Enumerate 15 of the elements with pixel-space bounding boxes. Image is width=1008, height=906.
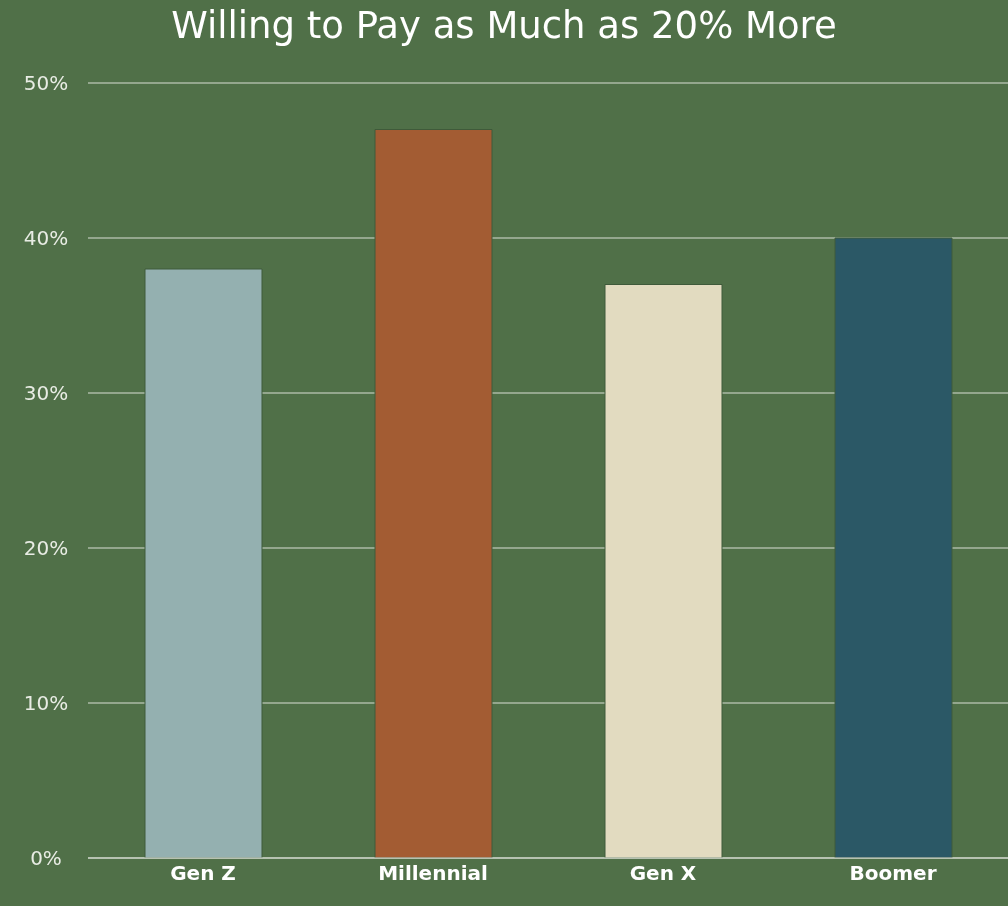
bar	[604, 284, 723, 858]
y-tick-label: 30%	[23, 381, 69, 406]
bar	[374, 129, 493, 858]
y-tick-label: 40%	[23, 226, 69, 251]
y-tick-label: 20%	[23, 536, 69, 561]
y-tick-label: 0%	[30, 846, 62, 871]
y-tick-label: 10%	[23, 691, 69, 716]
chart-title: Willing to Pay as Much as 20% More	[170, 4, 838, 47]
x-tick-label: Gen X	[629, 861, 697, 886]
bar	[144, 268, 263, 858]
x-tick-label: Gen Z	[170, 861, 236, 886]
bar	[834, 237, 953, 858]
x-tick-label: Boomer	[849, 861, 937, 886]
y-tick-label: 50%	[23, 71, 69, 96]
x-tick-label: Millennial	[378, 861, 488, 886]
